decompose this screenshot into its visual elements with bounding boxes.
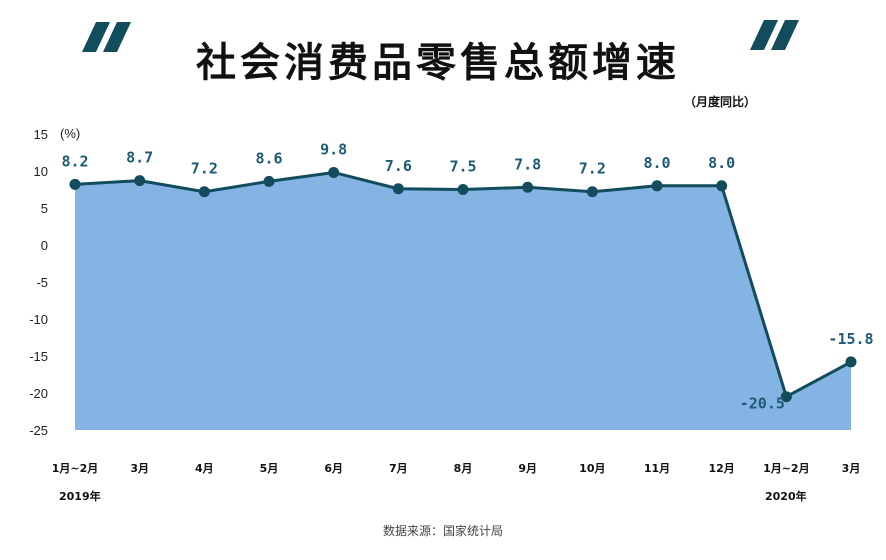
data-label: 8.6 — [255, 149, 282, 167]
y-tick-label: -25 — [29, 423, 48, 438]
x-tick-label: 7月 — [389, 462, 408, 475]
y-tick-label: -20 — [29, 386, 48, 401]
data-label: 8.7 — [126, 149, 153, 167]
chart-subtitle: （月度同比） — [684, 94, 756, 109]
right-quote-icon — [750, 20, 799, 50]
data-label: 7.2 — [579, 160, 606, 178]
data-point — [716, 180, 728, 192]
source-note: 数据来源：国家统计局 — [383, 523, 503, 538]
y-unit-label: (%) — [60, 126, 80, 141]
x-tick-label: 5月 — [260, 462, 279, 475]
chart-title: 社会消费品零售总额增速 — [196, 40, 680, 86]
data-point — [780, 391, 792, 403]
data-point — [845, 356, 857, 368]
year-label-2020: 2020年 — [765, 489, 807, 503]
x-tick-label: 3月 — [130, 462, 149, 475]
data-label: 7.6 — [385, 157, 412, 175]
x-tick-label: 4月 — [195, 462, 214, 475]
y-tick-label: -15 — [29, 349, 48, 364]
data-label: 7.2 — [191, 160, 218, 178]
data-point — [134, 175, 146, 187]
data-point — [263, 175, 275, 187]
data-label: 9.8 — [320, 140, 347, 158]
x-tick-label: 6月 — [324, 462, 343, 475]
data-point — [522, 181, 534, 193]
data-label: 7.8 — [514, 155, 541, 173]
data-point — [392, 183, 404, 195]
y-tick-label: -5 — [36, 275, 48, 290]
data-label: 7.5 — [449, 158, 476, 176]
x-tick-label: 8月 — [454, 462, 473, 475]
left-quote-icon — [82, 22, 131, 52]
data-point — [328, 166, 340, 178]
data-point — [457, 184, 469, 195]
data-label: -15.8 — [828, 330, 873, 348]
x-tick-label: 12月 — [709, 462, 735, 475]
x-tick-label: 1月~2月 — [763, 462, 810, 475]
data-point — [651, 180, 663, 192]
x-tick-label: 9月 — [518, 462, 537, 475]
x-tick-label: 1月~2月 — [52, 462, 99, 475]
y-tick-label: 15 — [34, 127, 48, 142]
y-tick-label: 5 — [41, 201, 48, 216]
data-label: 8.2 — [61, 152, 88, 170]
y-tick-label: 10 — [34, 164, 48, 179]
y-tick-label: 0 — [41, 238, 48, 253]
data-point — [198, 186, 210, 198]
y-tick-label: -10 — [29, 312, 48, 327]
data-label: 8.0 — [708, 154, 735, 172]
series-area — [75, 172, 851, 431]
year-label-2019: 2019年 — [59, 489, 101, 503]
x-tick-label: 3月 — [842, 462, 861, 475]
data-label: 8.0 — [643, 154, 670, 172]
x-tick-label: 10月 — [579, 462, 605, 475]
data-label: -20.5 — [740, 395, 785, 413]
x-tick-label: 11月 — [644, 462, 670, 475]
data-point — [586, 186, 598, 198]
data-point — [69, 178, 81, 190]
